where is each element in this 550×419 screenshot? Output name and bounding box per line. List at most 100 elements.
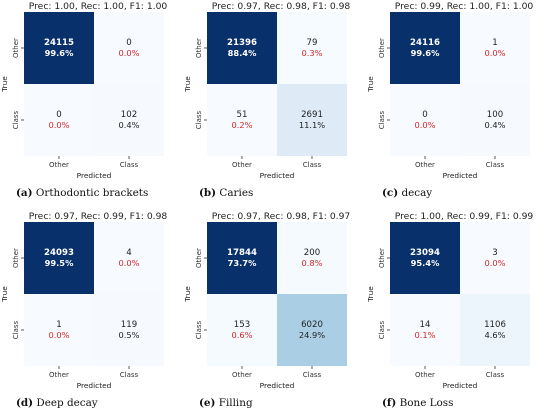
metrics-title: Prec: 0.97, Rec: 0.98, F1: 0.98: [212, 1, 351, 12]
cell-percent-label: 4.6%: [484, 330, 505, 340]
cell-percent-label: 0.8%: [301, 258, 322, 268]
x-tick-label: Other: [49, 371, 69, 379]
cell-percent-label: 0.0%: [484, 258, 505, 268]
matrix-cell: [460, 222, 530, 294]
cell-count-label: 1: [56, 320, 61, 330]
x-axis-label: Predicted: [77, 171, 112, 180]
cell-count-label: 102: [121, 110, 137, 120]
matrix-cell: [460, 12, 530, 84]
cell-count-label: 23094: [410, 248, 440, 258]
subfigure-title: Bone Loss: [396, 397, 454, 409]
confusion-matrix-panel: Prec: 1.00, Rec: 0.99, F1: 0.99 23094 95.4…: [366, 210, 549, 419]
matrix-cell: [94, 222, 164, 294]
cell-count-label: 3: [492, 248, 497, 258]
cell-percent-label: 99.6%: [411, 48, 440, 58]
confusion-matrix-chart: Prec: 0.97, Rec: 0.98, F1: 0.97 1784473.7…: [183, 211, 351, 390]
cell-count-label: 0: [126, 38, 131, 48]
cell-percent-label: 0.6%: [231, 330, 252, 340]
matrix-cell: [277, 294, 347, 366]
cell-count-label: 4: [126, 248, 131, 258]
cell-percent-label: 99.5%: [45, 258, 74, 268]
subfigure-letter: (a): [16, 187, 33, 199]
y-tick-label: Class: [378, 110, 386, 129]
subfigure-caption: (e) Filling: [183, 397, 366, 415]
subfigure-caption: (d) Deep decay: [0, 397, 183, 415]
x-tick-label: Class: [486, 161, 505, 169]
confusion-matrix-panel: Prec: 0.97, Rec: 0.98, F1: 0.97 17844 73.7…: [183, 210, 366, 419]
cell-count-label: 119: [121, 320, 137, 330]
cell-count-label: 79: [307, 38, 318, 48]
cell-count-label: 0: [422, 110, 427, 120]
cell-count-label: 6020: [301, 320, 323, 330]
subfigure-title: Caries: [216, 187, 254, 199]
cell-percent-label: 0.0%: [484, 48, 505, 58]
cell-percent-label: 0.0%: [118, 258, 139, 268]
confusion-matrix-chart: Prec: 0.99, Rec: 1.00, F1: 1.00 2411699.6…: [366, 1, 534, 180]
subfigure-caption: (a) Orthodontic brackets: [0, 187, 183, 205]
cell-percent-label: 0.0%: [48, 120, 69, 130]
cell-percent-label: 95.4%: [411, 258, 440, 268]
y-tick-label: Other: [378, 38, 386, 58]
matrix-cell: [390, 294, 460, 366]
y-tick-label: Class: [12, 110, 20, 129]
cell-count-label: 24093: [44, 248, 74, 258]
subfigure-caption: (b) Caries: [183, 187, 366, 205]
cell-percent-label: 24.9%: [299, 330, 325, 340]
cell-percent-label: 0.4%: [118, 120, 139, 130]
cell-percent-label: 0.4%: [484, 120, 505, 130]
cell-percent-label: 0.5%: [118, 330, 139, 340]
x-tick-label: Class: [120, 161, 139, 169]
cell-count-label: 0: [56, 110, 61, 120]
matrix-cell: [24, 294, 94, 366]
metrics-title: Prec: 0.97, Rec: 0.98, F1: 0.97: [212, 211, 351, 222]
matrix-cell: [94, 12, 164, 84]
matrix-cell: [460, 294, 530, 366]
cell-percent-label: 0.0%: [48, 330, 69, 340]
cell-count-label: 14: [420, 320, 431, 330]
y-tick-label: Class: [195, 320, 203, 339]
confusion-matrix-chart: Prec: 1.00, Rec: 1.00, F1: 1.00 2411599.6…: [0, 1, 167, 180]
y-tick-label: Class: [378, 320, 386, 339]
confusion-matrix-panel: Prec: 0.99, Rec: 1.00, F1: 1.00 24116 99.6…: [366, 0, 549, 209]
matrix-cell: [277, 84, 347, 156]
metrics-title: Prec: 0.97, Rec: 0.99, F1: 0.98: [29, 211, 168, 222]
x-axis-label: Predicted: [260, 171, 295, 180]
x-tick-label: Other: [49, 161, 69, 169]
cell-percent-label: 88.4%: [228, 48, 257, 58]
cell-percent-label: 73.7%: [228, 258, 257, 268]
x-tick-label: Other: [232, 161, 252, 169]
cell-percent-label: 11.1%: [299, 120, 325, 130]
subfigure-letter: (b): [199, 187, 217, 199]
y-axis-label: True: [0, 286, 9, 303]
subfigure-letter: (c): [382, 187, 399, 199]
matrix-cell: [277, 222, 347, 294]
y-axis-label: True: [0, 76, 9, 93]
subfigure-caption: (c) decay: [366, 187, 549, 205]
y-tick-label: Other: [12, 38, 20, 58]
cell-percent-label: 0.3%: [301, 48, 322, 58]
cell-percent-label: 0.0%: [414, 120, 435, 130]
x-axis-label: Predicted: [260, 381, 295, 390]
matrix-cell: [24, 84, 94, 156]
matrix-cell: [460, 84, 530, 156]
metrics-title: Prec: 0.99, Rec: 1.00, F1: 1.00: [395, 1, 534, 12]
matrix-cell: [207, 84, 277, 156]
cell-count-label: 21396: [227, 38, 257, 48]
metrics-title: Prec: 1.00, Rec: 0.99, F1: 0.99: [395, 211, 534, 222]
cell-percent-label: 0.1%: [414, 330, 435, 340]
subfigure-title: Deep decay: [33, 397, 98, 409]
x-axis-label: Predicted: [443, 171, 478, 180]
cell-count-label: 24115: [44, 38, 74, 48]
matrix-cell: [94, 84, 164, 156]
confusion-matrix-panel: Prec: 0.97, Rec: 0.98, F1: 0.98 21396 88.4…: [183, 0, 366, 209]
y-tick-label: Other: [12, 248, 20, 268]
matrix-cell: [390, 222, 460, 294]
cell-count-label: 2691: [301, 110, 323, 120]
y-axis-label: True: [183, 286, 192, 303]
matrix-cell: [390, 84, 460, 156]
cell-count-label: 1106: [484, 320, 506, 330]
y-axis-label: True: [183, 76, 192, 93]
confusion-matrix-panel: Prec: 1.00, Rec: 1.00, F1: 1.00 24115 99.6…: [0, 0, 183, 209]
matrix-cell: [24, 222, 94, 294]
subfigure-title: Filling: [215, 397, 253, 409]
